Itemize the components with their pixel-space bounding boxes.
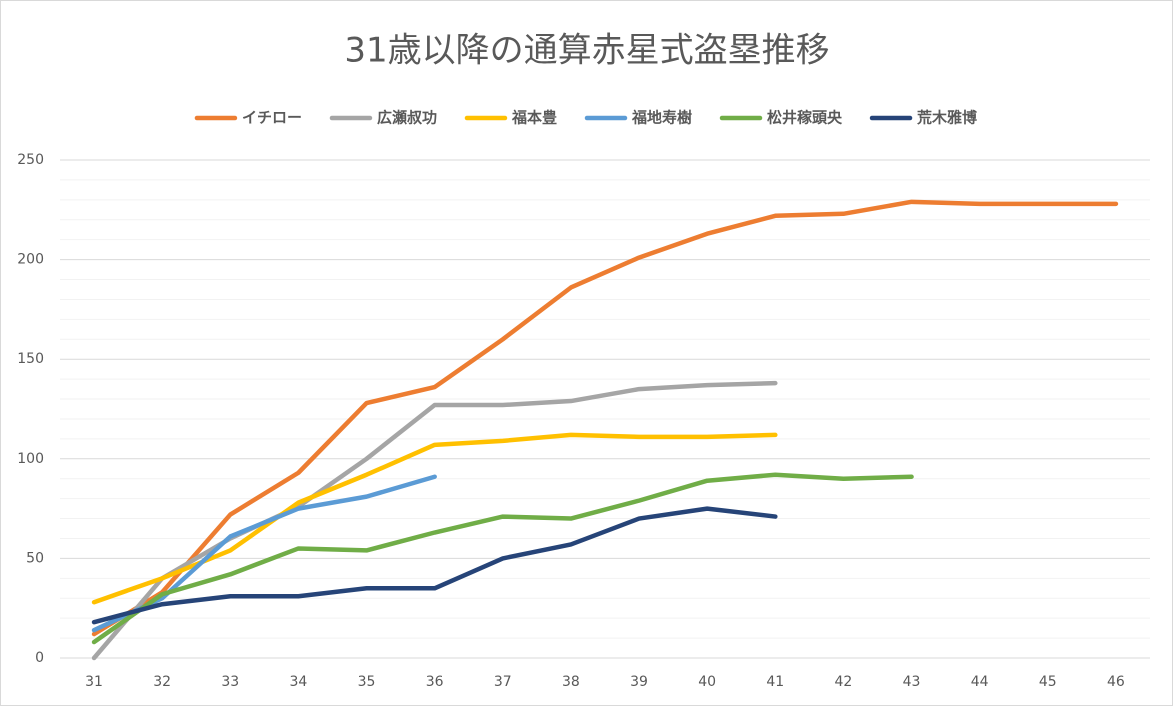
x-tick-label: 40 <box>698 674 716 690</box>
x-tick-label: 44 <box>971 674 989 690</box>
x-tick-label: 42 <box>835 674 853 690</box>
legend-label: 広瀬叔功 <box>377 109 437 127</box>
legend-label: 松井稼頭央 <box>767 109 843 127</box>
x-tick-label: 43 <box>903 674 921 690</box>
line-series <box>91 380 778 661</box>
x-tick-label: 32 <box>153 674 171 690</box>
y-tick-label: 250 <box>17 152 44 168</box>
x-tick-label: 37 <box>494 674 512 690</box>
x-tick-label: 39 <box>630 674 648 690</box>
x-tick-label: 36 <box>426 674 444 690</box>
x-tick-label: 34 <box>290 674 308 690</box>
x-tick-label: 38 <box>562 674 580 690</box>
x-tick-label: 45 <box>1039 674 1057 690</box>
x-tick-label: 35 <box>358 674 376 690</box>
legend-label: 福本豊 <box>511 109 557 127</box>
y-tick-label: 150 <box>17 351 44 367</box>
line-series <box>91 199 1119 637</box>
y-tick-label: 100 <box>17 451 44 467</box>
legend-label: 福地寿樹 <box>631 109 692 127</box>
x-tick-label: 46 <box>1107 674 1125 690</box>
y-tick-label: 50 <box>26 550 44 566</box>
chart-title: 31歳以降の通算赤星式盗塁推移 <box>344 31 829 71</box>
x-tick-label: 31 <box>85 674 103 690</box>
x-tick-label: 41 <box>766 674 784 690</box>
y-tick-label: 0 <box>35 650 44 666</box>
line-series <box>91 506 778 625</box>
legend-label: イチロー <box>242 109 302 127</box>
legend-label: 荒木雅博 <box>917 109 977 127</box>
x-tick-label: 33 <box>221 674 239 690</box>
y-tick-label: 200 <box>17 252 44 268</box>
line-series <box>91 472 914 645</box>
